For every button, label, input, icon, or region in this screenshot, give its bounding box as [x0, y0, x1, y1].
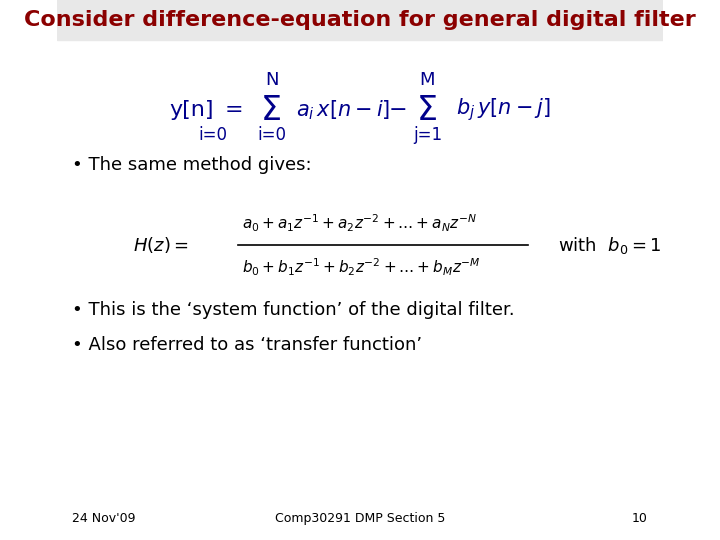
- Text: $a_i\, x[n-i]$: $a_i\, x[n-i]$: [296, 98, 390, 122]
- Bar: [57, 0, 663, 40]
- Text: Comp30291 DMP Section 5: Comp30291 DMP Section 5: [275, 512, 445, 525]
- Text: y[n]: y[n]: [169, 100, 214, 120]
- Text: −: −: [389, 100, 408, 120]
- Text: i=0: i=0: [198, 126, 227, 144]
- Text: Σ: Σ: [261, 93, 282, 126]
- Text: 24 Nov'09: 24 Nov'09: [72, 512, 135, 525]
- Text: • This is the ‘system function’ of the digital filter.: • This is the ‘system function’ of the d…: [72, 301, 515, 319]
- Text: i=0: i=0: [257, 126, 286, 144]
- Text: $b_0 + b_1 z^{-1} + b_2 z^{-2} + \ldots + b_M z^{-M}$: $b_0 + b_1 z^{-1} + b_2 z^{-2} + \ldots …: [242, 256, 481, 278]
- Text: $\mathrm{with}\ \ b_0 = 1$: $\mathrm{with}\ \ b_0 = 1$: [558, 234, 662, 255]
- Text: 10: 10: [632, 512, 648, 525]
- Text: =: =: [225, 100, 243, 120]
- Text: Consider difference-equation for general digital filter: Consider difference-equation for general…: [24, 10, 696, 30]
- Text: M: M: [420, 71, 435, 89]
- Text: Σ: Σ: [417, 93, 438, 126]
- Text: • Also referred to as ‘transfer function’: • Also referred to as ‘transfer function…: [72, 336, 422, 354]
- Text: • The same method gives:: • The same method gives:: [72, 156, 312, 174]
- Text: $b_j\, y[n-j]$: $b_j\, y[n-j]$: [456, 97, 551, 124]
- Text: j=1: j=1: [413, 126, 442, 144]
- Text: $H(z) = $: $H(z) = $: [132, 235, 189, 255]
- Text: N: N: [265, 71, 279, 89]
- Text: $a_0 + a_1 z^{-1} + a_2 z^{-2} + \ldots + a_N z^{-N}$: $a_0 + a_1 z^{-1} + a_2 z^{-2} + \ldots …: [242, 212, 477, 234]
